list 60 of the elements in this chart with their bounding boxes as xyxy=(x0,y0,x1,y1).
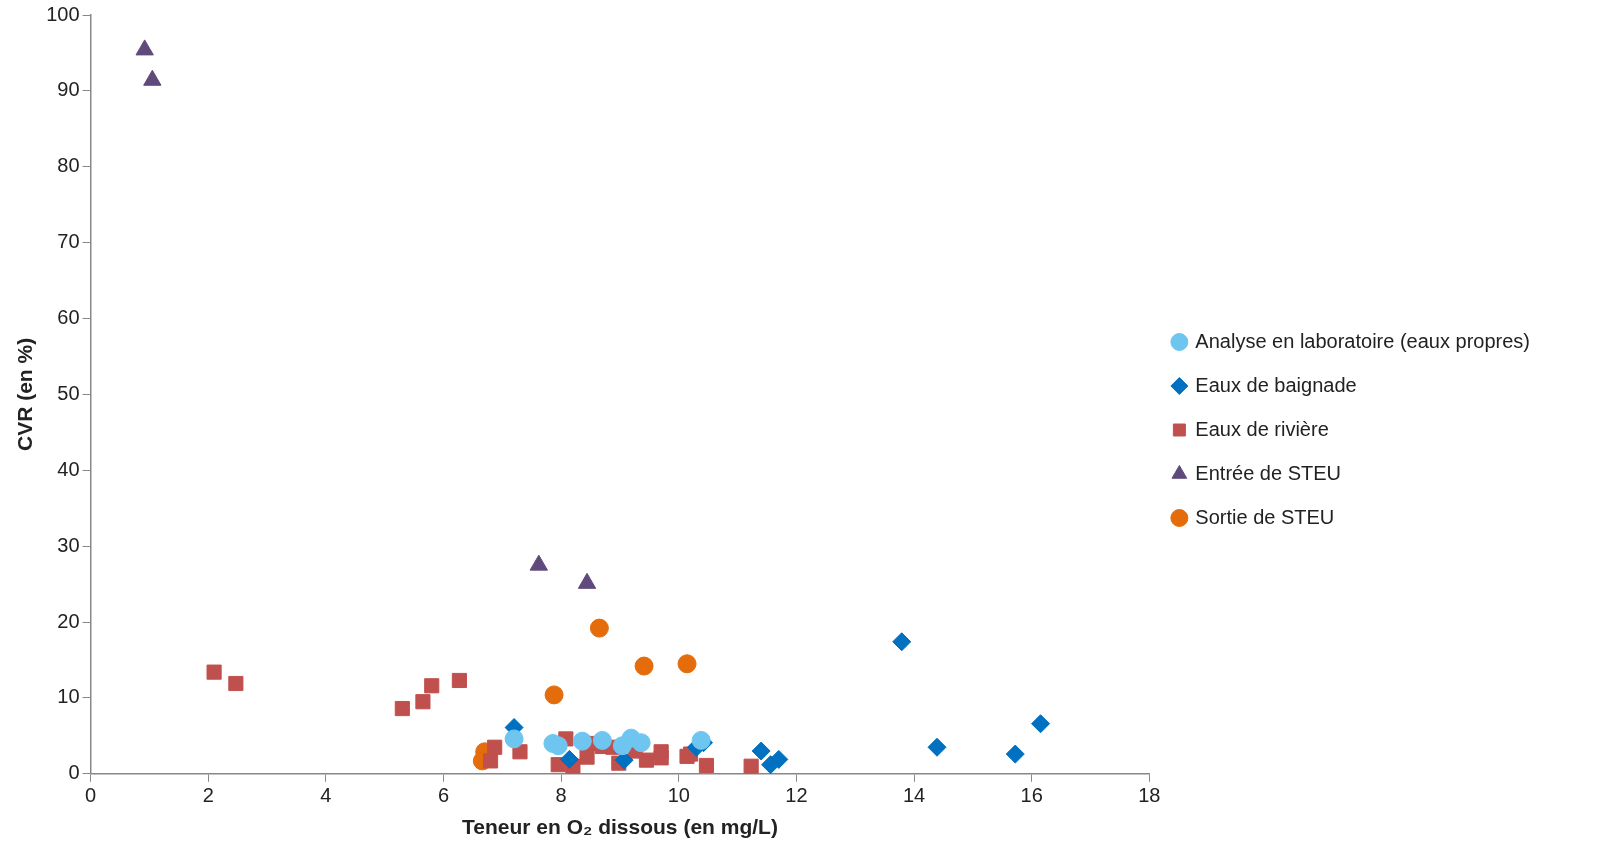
point xyxy=(451,672,467,689)
point xyxy=(589,618,609,638)
point xyxy=(612,736,632,756)
point xyxy=(394,700,410,717)
legend-label: Analyse en laboratoire (eaux propres) xyxy=(1195,329,1531,352)
point xyxy=(512,744,528,760)
x-tick-label: 8 xyxy=(555,784,567,807)
point xyxy=(592,730,612,750)
x-tick-label: 10 xyxy=(667,784,690,807)
y-tick-label: 10 xyxy=(57,685,80,708)
point xyxy=(482,753,499,769)
point xyxy=(698,757,715,774)
y-axis-title: CVR (en %) xyxy=(13,337,37,451)
y-tick-label: 50 xyxy=(57,381,80,404)
point xyxy=(638,752,655,768)
point xyxy=(529,554,548,571)
x-tick-label: 12 xyxy=(785,784,808,807)
point xyxy=(228,675,244,692)
point xyxy=(751,741,771,761)
y-tick-label: 20 xyxy=(57,609,80,632)
point xyxy=(1031,714,1051,734)
y-tick-label: 80 xyxy=(57,154,80,177)
x-tick-label: 2 xyxy=(202,784,214,807)
point xyxy=(504,729,524,749)
point xyxy=(743,758,759,774)
point xyxy=(761,755,781,774)
y-tick-label: 60 xyxy=(57,306,80,329)
x-tick-label: 0 xyxy=(85,784,97,807)
x-tick-label: 4 xyxy=(320,784,332,807)
y-tick-label: 30 xyxy=(57,533,80,556)
point xyxy=(559,749,579,769)
point xyxy=(634,656,654,676)
legend-label: Eaux de baignade xyxy=(1195,373,1357,396)
x-axis-title: Teneur en O₂ dissous (en mg/L) xyxy=(462,815,778,839)
legend-label: Entrée de STEU xyxy=(1195,461,1341,484)
point xyxy=(653,744,669,760)
y-tick-label: 0 xyxy=(68,761,80,784)
point xyxy=(415,694,431,710)
point xyxy=(579,749,595,765)
point xyxy=(206,664,222,680)
x-tick-label: 6 xyxy=(437,784,450,807)
y-tick-label: 70 xyxy=(57,230,80,253)
point xyxy=(927,737,947,757)
point xyxy=(572,731,592,751)
point xyxy=(631,733,651,753)
y-tick-label: 40 xyxy=(57,457,80,480)
point xyxy=(677,654,697,674)
x-tick-label: 16 xyxy=(1020,784,1043,807)
point xyxy=(135,39,154,56)
point xyxy=(544,685,564,705)
point xyxy=(892,632,912,652)
y-tick-label: 90 xyxy=(57,78,80,101)
point xyxy=(424,678,440,694)
y-tick-label: 100 xyxy=(46,2,80,25)
point xyxy=(1005,744,1025,764)
legend-label: Sortie de STEU xyxy=(1195,505,1335,528)
legend-label: Eaux de rivière xyxy=(1195,417,1329,440)
x-tick-label: 14 xyxy=(902,784,926,807)
point xyxy=(143,69,162,86)
x-tick-label: 18 xyxy=(1138,784,1161,807)
